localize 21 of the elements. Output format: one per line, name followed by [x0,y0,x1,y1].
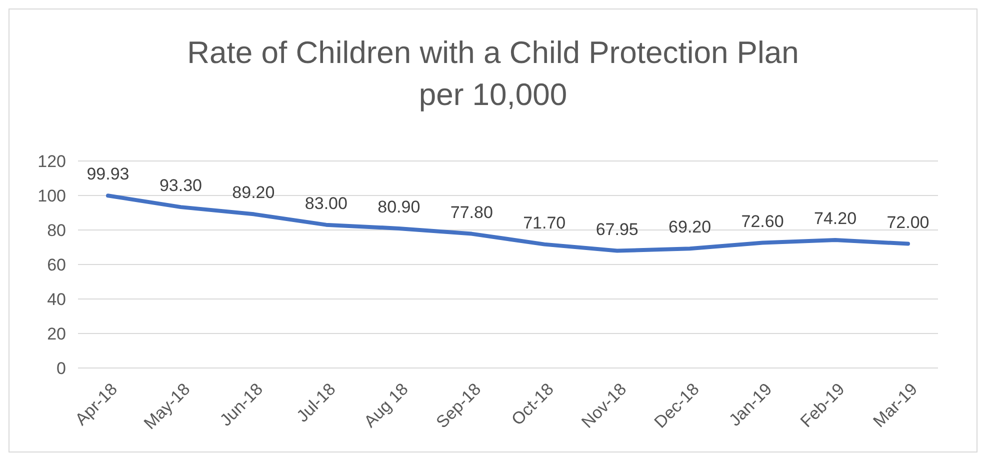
x-tick-label: Aug 18 [360,380,412,432]
y-tick-label: 20 [47,324,66,344]
data-label: 67.95 [596,220,638,239]
data-label: 83.00 [304,194,348,213]
data-label: 72.60 [741,212,784,231]
data-label: 71.70 [523,213,566,232]
y-tick-label: 120 [38,152,66,171]
data-label: 99.93 [86,164,130,184]
y-tick-label: 0 [56,358,66,378]
data-label: 74.20 [814,209,857,228]
data-label: 80.90 [378,197,420,216]
data-label: 93.30 [159,176,202,196]
data-label: 77.80 [450,202,493,222]
data-label: 89.20 [232,183,275,202]
data-label: 69.20 [668,218,712,237]
y-tick-label: 60 [47,255,66,274]
y-tick-label: 100 [38,186,66,206]
y-tick-label: 40 [47,290,66,309]
chart-title: Rate of Children with a Child Protection Plan per 10,000 [187,35,799,112]
data-label: 72.00 [886,212,930,232]
y-tick-label: 80 [47,220,66,240]
